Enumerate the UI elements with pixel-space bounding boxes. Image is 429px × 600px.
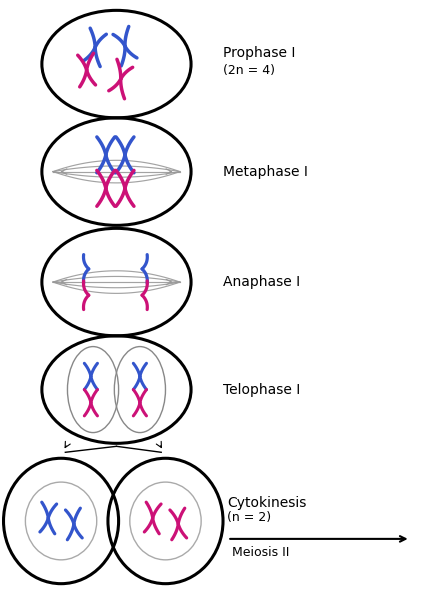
- Text: Cytokinesis: Cytokinesis: [227, 496, 307, 510]
- Text: Telophase I: Telophase I: [223, 383, 300, 397]
- Text: (n = 2): (n = 2): [227, 511, 272, 524]
- Text: Metaphase I: Metaphase I: [223, 164, 308, 179]
- Text: Meiosis II: Meiosis II: [232, 545, 289, 559]
- Text: Prophase I: Prophase I: [223, 46, 296, 61]
- Text: (2n = 4): (2n = 4): [223, 64, 275, 77]
- Text: Anaphase I: Anaphase I: [223, 275, 300, 289]
